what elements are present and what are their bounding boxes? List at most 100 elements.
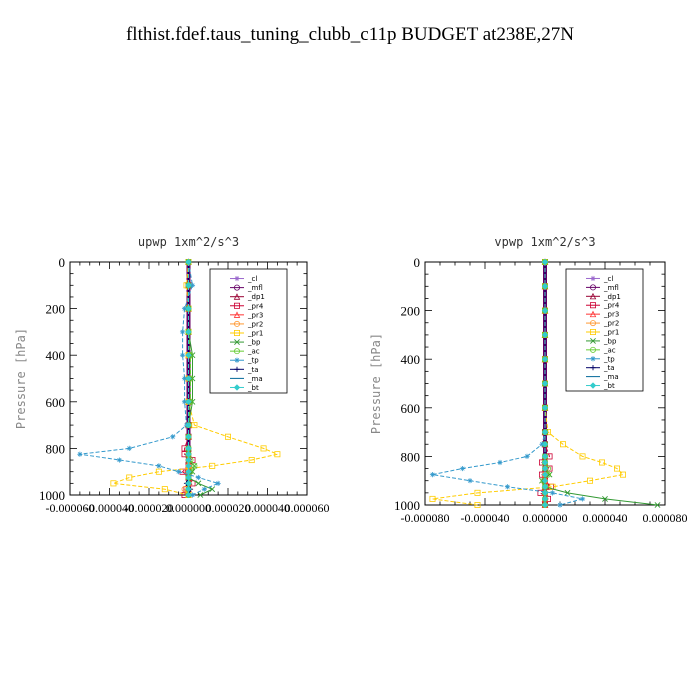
data-point xyxy=(602,496,608,502)
data-point xyxy=(274,451,281,458)
data-point xyxy=(560,441,567,448)
x-tick-label: 0.000040 xyxy=(245,501,290,515)
legend-marker xyxy=(233,329,240,336)
legend-label: _pr1 xyxy=(247,330,263,338)
data-point xyxy=(541,489,549,497)
data-point xyxy=(191,462,198,469)
data-point xyxy=(474,501,481,508)
x-tick-label: 0.000020 xyxy=(206,501,251,515)
y-tick-label: 200 xyxy=(401,304,421,319)
data-point xyxy=(224,433,231,440)
data-point xyxy=(185,491,192,499)
data-point xyxy=(541,471,549,478)
legend-marker xyxy=(590,346,597,353)
legend-label: _cl xyxy=(247,275,257,283)
x-tick-label: -0.000040 xyxy=(461,511,510,525)
data-point xyxy=(541,483,549,490)
legend-label: _bt xyxy=(603,382,615,390)
data-point xyxy=(185,421,192,429)
legend-label: _tp xyxy=(603,355,615,363)
data-point xyxy=(209,486,216,493)
legend-box xyxy=(565,268,644,392)
legend-marker xyxy=(234,339,240,345)
data-point xyxy=(185,375,192,382)
legend-label: _ma xyxy=(603,373,619,381)
legend-label: _ta xyxy=(247,366,259,374)
data-point xyxy=(185,445,192,452)
data-point xyxy=(541,477,549,484)
series-line xyxy=(79,261,220,496)
data-point xyxy=(195,474,201,481)
y-tick-label: 600 xyxy=(46,395,66,410)
legend-marker xyxy=(590,320,597,327)
figure-title: flthist.fdef.taus_tuning_clubb_c11p BUDG… xyxy=(126,24,574,45)
data-point xyxy=(620,471,627,478)
data-point xyxy=(260,445,267,452)
y-tick-label: 0 xyxy=(59,255,66,270)
data-point xyxy=(185,282,192,289)
data-point xyxy=(541,495,549,503)
data-point xyxy=(185,480,192,487)
data-point xyxy=(541,283,549,290)
data-point xyxy=(429,472,436,478)
data-point xyxy=(459,465,466,472)
data-point xyxy=(541,404,549,411)
legend-marker xyxy=(590,328,597,335)
x-tick-label: 0.000060 xyxy=(285,501,330,515)
x-tick-label: -0.000020 xyxy=(125,501,174,515)
data-point xyxy=(116,457,122,463)
data-point xyxy=(195,480,202,487)
data-point xyxy=(170,434,176,440)
data-point xyxy=(185,258,192,266)
data-point xyxy=(179,352,186,358)
panel-title: vpwp 1xm^2/s^3 xyxy=(494,235,595,249)
legend-label: _bp xyxy=(247,339,261,347)
data-point xyxy=(185,468,192,475)
legend-marker xyxy=(234,275,240,282)
data-point xyxy=(474,489,481,496)
legend-label: _pr3 xyxy=(247,311,263,319)
data-point xyxy=(549,483,556,490)
data-point xyxy=(524,453,530,459)
legend-marker xyxy=(233,302,240,309)
x-tick-label: 0.000000 xyxy=(166,501,211,515)
legend-marker xyxy=(233,284,240,291)
legend-label: _bp xyxy=(603,337,617,345)
data-point xyxy=(185,486,192,493)
series-bt xyxy=(541,258,549,509)
data-point xyxy=(579,496,586,502)
data-point xyxy=(181,306,188,312)
data-point xyxy=(185,462,192,470)
data-point xyxy=(541,453,549,460)
legend-label: _ac xyxy=(603,346,616,354)
series-tp xyxy=(77,259,221,498)
data-point xyxy=(185,398,192,405)
legend-label: _pr2 xyxy=(603,320,619,328)
legend-label: _pr3 xyxy=(603,311,619,319)
legend-label: _cl xyxy=(603,275,613,283)
data-point xyxy=(179,329,186,335)
y-tick-label: 400 xyxy=(46,348,66,363)
data-point xyxy=(126,474,133,481)
data-point xyxy=(497,459,503,466)
data-point xyxy=(185,352,192,359)
legend-box xyxy=(209,268,288,394)
legend-marker xyxy=(233,320,240,327)
data-point xyxy=(189,468,196,475)
data-point xyxy=(181,375,188,382)
legend-marker xyxy=(589,382,597,389)
data-point xyxy=(467,478,473,484)
data-point xyxy=(126,445,132,451)
data-point xyxy=(541,459,549,466)
x-tick-label: -0.000080 xyxy=(401,511,450,525)
data-point xyxy=(155,468,162,475)
legend-marker xyxy=(590,338,596,344)
x-tick-label: -0.000060 xyxy=(46,501,95,515)
panel-upwp: upwp 1xm^2/s^3 Pressure [hPa] 0 200 400 600 80… xyxy=(14,235,330,515)
legend-marker xyxy=(589,292,597,300)
series-line xyxy=(432,262,583,506)
data-point xyxy=(185,456,192,464)
data-point xyxy=(201,486,207,492)
legend-marker xyxy=(589,310,597,318)
